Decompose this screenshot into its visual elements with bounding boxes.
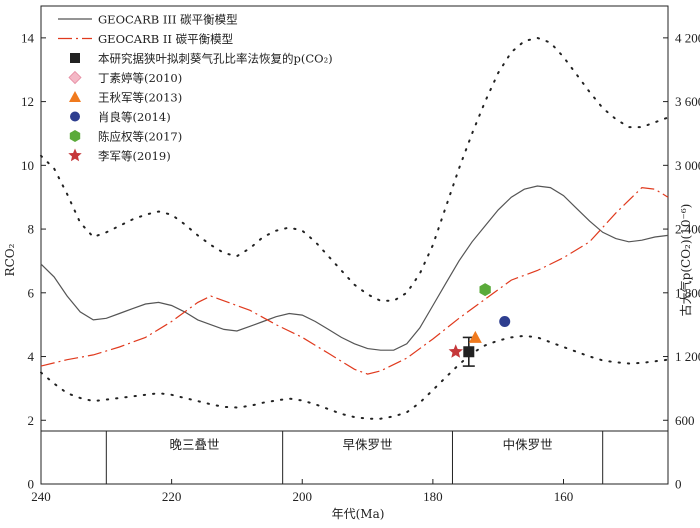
- y-tick-label-left: 12: [21, 94, 34, 109]
- plot-frame: [40, 5, 669, 485]
- data-point-square: [463, 346, 475, 358]
- series-line-3: [40, 334, 669, 420]
- period-label: 中侏罗世: [503, 437, 553, 452]
- y-tick-label-right: 2 400: [675, 222, 700, 237]
- y-tick-label-right: 1 800: [675, 285, 700, 300]
- series-lines: [40, 36, 669, 420]
- legend-label: 肖良等(2014): [98, 110, 171, 124]
- y-tick-label-right: 3 000: [675, 158, 700, 173]
- y-tick-label-left: 4: [28, 349, 35, 364]
- x-axis-label: 年代(Ma): [332, 507, 385, 521]
- period-label: 早侏罗世: [343, 437, 393, 452]
- legend-label: 丁素婷等(2010): [98, 71, 182, 85]
- series-line-0: [40, 185, 669, 351]
- x-tick-label: 200: [293, 489, 313, 504]
- series-line-2: [40, 36, 669, 302]
- y-tick-label-left: 0: [28, 477, 35, 492]
- series-line-1: [40, 186, 669, 375]
- y-tick-label-right: 3 600: [675, 94, 700, 109]
- legend-label: GEOCARB III 碳平衡模型: [98, 13, 238, 27]
- data-point-circle: [499, 315, 511, 327]
- y-axis-label-left: RCO₂: [3, 243, 17, 276]
- data-point-hexagon: [479, 283, 491, 297]
- legend-marker-star: [68, 148, 82, 162]
- data-points: [448, 283, 511, 367]
- y-tick-label-left: 14: [21, 30, 35, 45]
- legend-label: 李军等(2019): [98, 149, 171, 163]
- legend-label: 陈应权等(2017): [98, 130, 182, 144]
- legend-marker-circle: [70, 111, 80, 122]
- period-label: 晚三叠世: [169, 437, 219, 452]
- y-tick-label-left: 2: [28, 413, 35, 428]
- data-point-star: [448, 344, 463, 358]
- x-tick-label: 240: [31, 489, 51, 504]
- plot-border: [40, 5, 669, 485]
- period-band: 晚三叠世 早侏罗世 中侏罗世: [41, 430, 668, 484]
- x-tick-label: 180: [423, 489, 443, 504]
- legend-marker-diamond: [68, 70, 82, 85]
- y-tick-label-right: 4 200: [675, 30, 700, 45]
- y-tick-label-right: 0: [675, 477, 682, 492]
- axes: 240 220 200 180 160 0 2 4 6 8 10 12 14 0 600 1 200 1 800…: [21, 30, 700, 504]
- legend-label: 王秋军等(2013): [98, 91, 182, 105]
- legend-label: 本研究据狭叶拟刺葵气孔比率法恢复的p(CO₂): [98, 52, 333, 66]
- y-tick-label-right: 600: [675, 413, 695, 428]
- y-tick-label-right: 1 200: [675, 349, 700, 364]
- legend-marker-square: [70, 53, 80, 63]
- y-axis-label-right: 古大气p(CO₂)(10⁻⁶): [678, 204, 693, 317]
- legend-label: GEOCARB II 碳平衡模型: [98, 32, 233, 46]
- legend: GEOCARB III 碳平衡模型 GEOCARB II 碳平衡模型本研究据狭叶拟…: [58, 13, 333, 163]
- y-tick-label-left: 6: [28, 285, 35, 300]
- y-tick-label-left: 10: [21, 158, 34, 173]
- x-tick-label: 160: [554, 489, 574, 504]
- legend-marker-triangle: [69, 91, 81, 102]
- y-tick-label-left: 8: [28, 222, 35, 237]
- x-tick-label: 220: [162, 489, 182, 504]
- legend-marker-hexagon: [69, 130, 81, 142]
- data-point-triangle: [468, 330, 482, 343]
